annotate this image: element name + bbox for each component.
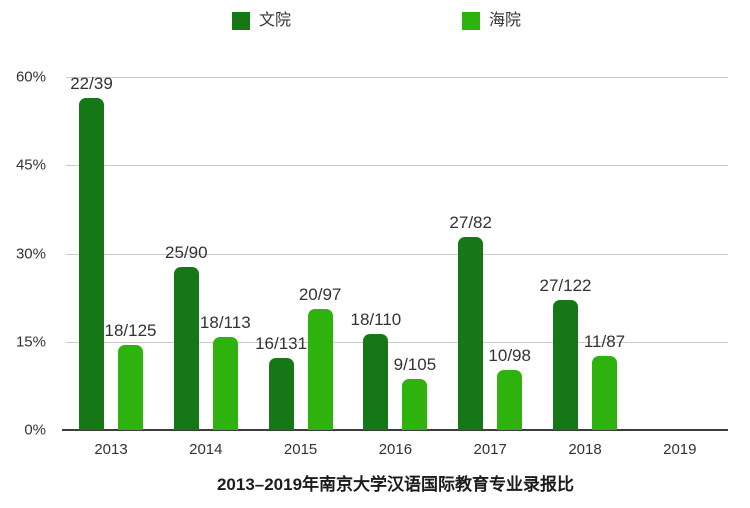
bar-value-label: 27/122 — [539, 276, 592, 296]
legend-item-wenyuan: 文院 — [232, 11, 291, 31]
bar-value-label: 22/39 — [70, 74, 113, 94]
x-tick-label-2016: 2016 — [378, 441, 413, 458]
gridline-15% — [66, 341, 728, 343]
bar-value-label: 18/110 — [350, 309, 402, 329]
x-tick-label-2018: 2018 — [568, 441, 602, 458]
gridline-0% — [62, 429, 728, 431]
bar-文院-2013 — [79, 98, 104, 430]
bar-value-label: 18/125 — [104, 321, 157, 341]
bar-value-label: 18/113 — [199, 312, 251, 332]
bar-value-label: 11/87 — [583, 331, 626, 351]
bar-海院-2018 — [592, 355, 617, 430]
bar-value-label: 27/82 — [449, 212, 492, 232]
y-tick-label: 60% — [15, 68, 46, 86]
bar-value-label: 20/97 — [298, 284, 342, 304]
wenyuan-swatch-icon — [232, 12, 250, 30]
legend-item-haiyuan: 海院 — [462, 11, 521, 31]
gridline-60% — [66, 77, 728, 79]
gridline-30% — [66, 253, 728, 255]
bar-海院-2014 — [212, 336, 238, 430]
bar-海院-2017 — [497, 370, 523, 430]
bar-海院-2013 — [118, 345, 143, 430]
bar-海院-2016 — [402, 379, 428, 430]
y-tick-label: 45% — [15, 156, 46, 174]
y-tick-label: 15% — [15, 333, 46, 351]
chart-title: 2013–2019年南京大学汉语国际教育专业录报比 — [216, 475, 575, 494]
bar-文院-2014 — [173, 266, 199, 430]
bar-value-label: 25/90 — [165, 242, 208, 262]
x-tick-label-2013: 2013 — [94, 441, 128, 458]
bar-文院-2017 — [458, 236, 484, 430]
y-tick-label: 30% — [15, 245, 46, 263]
bar-文院-2015 — [268, 358, 294, 430]
bar-文院-2018 — [553, 300, 578, 430]
y-tick-label: 0% — [24, 421, 46, 439]
x-tick-label-2015: 2015 — [283, 441, 318, 458]
legend-label-haiyuan: 海院 — [489, 12, 522, 29]
bar-value-label: 9/105 — [393, 355, 437, 375]
legend-label-wenyuan: 文院 — [259, 12, 292, 29]
bar-海院-2015 — [307, 308, 333, 430]
gridline-45% — [66, 165, 728, 167]
x-tick-label-2017: 2017 — [473, 441, 507, 458]
bar-value-label: 10/98 — [488, 346, 531, 366]
bar-value-label: 16/131 — [255, 334, 308, 354]
bar-文院-2016 — [363, 333, 389, 430]
haiyuan-swatch-icon — [462, 12, 480, 30]
x-tick-label-2019: 2019 — [663, 441, 697, 458]
x-tick-label-2014: 2014 — [189, 441, 223, 458]
